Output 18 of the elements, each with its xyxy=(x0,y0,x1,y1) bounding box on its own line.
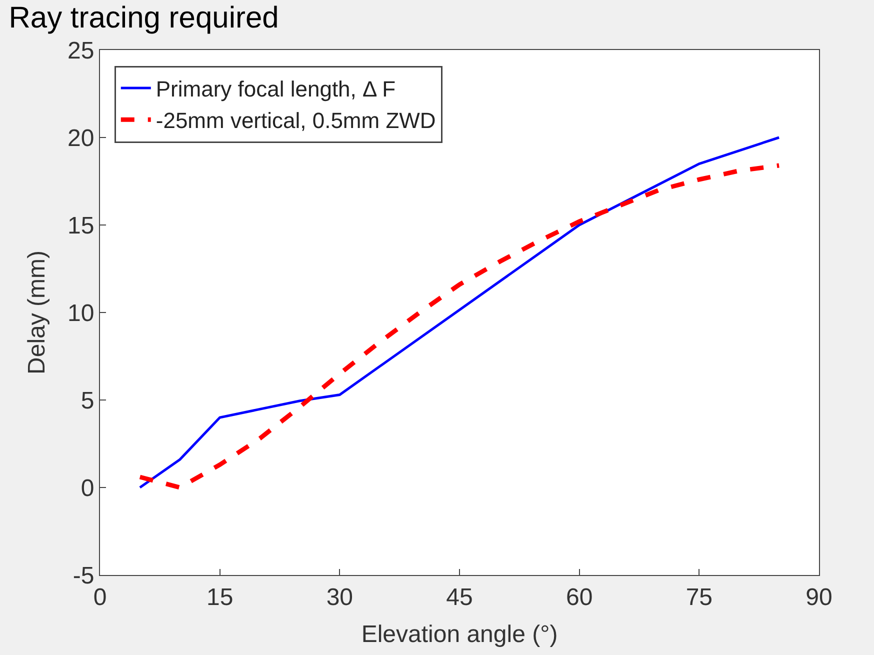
x-tick-label: 60 xyxy=(566,584,593,611)
legend-label: -25mm vertical, 0.5mm ZWD xyxy=(156,108,436,134)
y-tick-label: 10 xyxy=(67,300,94,327)
y-tick-label: 5 xyxy=(80,387,94,414)
legend-label: Primary focal length, Δ F xyxy=(156,76,396,102)
x-tick-label: 15 xyxy=(206,584,234,611)
y-axis-title: Delay (mm) xyxy=(24,250,51,374)
y-tick-label: 25 xyxy=(67,37,94,64)
y-tick-label: 0 xyxy=(80,474,94,502)
y-tick-label: -5 xyxy=(72,562,94,590)
x-tick-label: 75 xyxy=(686,584,713,611)
x-tick-label: 30 xyxy=(326,584,354,611)
x-tick-label: 45 xyxy=(446,584,473,611)
chart-title: Ray tracing required xyxy=(8,2,279,35)
x-axis-title: Elevation angle (°) xyxy=(361,621,558,648)
y-tick-label: 20 xyxy=(67,124,94,152)
x-tick-label: 90 xyxy=(806,584,832,611)
y-tick-label: 15 xyxy=(67,212,94,240)
